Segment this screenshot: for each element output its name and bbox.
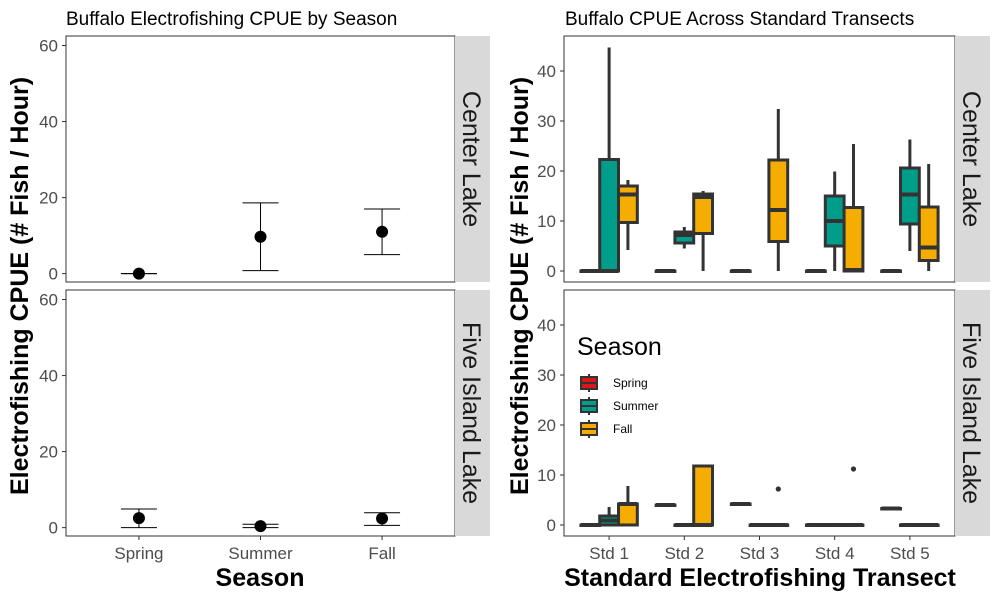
left-y-tick-label: 40 (39, 367, 58, 386)
left-y-tick-label: 40 (39, 113, 58, 132)
box-body (598, 158, 621, 273)
legend: Season Spring Summer Fall (577, 333, 662, 438)
left-y-tick-label: 20 (39, 189, 58, 208)
left-x-tick-label: Spring (114, 544, 163, 563)
right-x-tick-label: Std 2 (664, 544, 704, 563)
right-strip-top (955, 36, 990, 282)
right-strip-label-bottom: Five Island Lake (957, 322, 985, 504)
right-x-tick-label: Std 1 (589, 544, 629, 563)
left-y-tick-label: 60 (39, 291, 58, 310)
left-panel-bottom (65, 289, 456, 537)
left-strip-label-bottom: Five Island Lake (457, 322, 485, 504)
right-y-tick-label: 40 (537, 62, 556, 81)
left-strip-bottom (455, 290, 490, 536)
mean-point (376, 225, 389, 238)
right-y-tick-label: 10 (537, 212, 556, 231)
box-body (767, 158, 790, 243)
box-outlier (775, 486, 781, 492)
legend-label: Spring (613, 376, 648, 390)
right-y-tick-label: 10 (537, 466, 556, 485)
left-y-tick-label: 0 (49, 519, 58, 538)
left-y-tick-label: 0 (49, 265, 58, 284)
right-y-tick-label: 0 (547, 516, 556, 535)
right-y-tick-label: 40 (537, 316, 556, 335)
left-x-axis-title: Season (216, 564, 305, 592)
right-y-tick-label: 20 (537, 162, 556, 181)
mean-point (376, 512, 389, 525)
box-body (917, 205, 940, 262)
right-strip-bottom (955, 290, 990, 536)
left-x-tick-label: Summer (228, 544, 293, 563)
mean-point (254, 520, 267, 533)
box-outlier (850, 466, 857, 472)
right-panel-bottom (563, 289, 956, 537)
box-body (692, 192, 715, 235)
right-strip-label-top: Center Lake (957, 91, 985, 227)
right-chart-title: Buffalo CPUE Across Standard Transects (565, 9, 914, 30)
right-x-tick-label: Std 5 (890, 544, 930, 563)
left-y-axis-title: Electrofishing CPUE (# Fish / Hour) (6, 77, 34, 495)
right-y-tick-label: 30 (537, 112, 556, 131)
left-chart-marks: 0 20 40 60 0 20 40 60 Spring Summer Fall (39, 37, 401, 563)
right-x-tick-label: Std 3 (740, 544, 780, 563)
box-body (842, 206, 865, 273)
right-x-axis-title: Standard Electrofishing Transect (564, 564, 956, 592)
right-x-tick-label: Std 4 (815, 544, 855, 563)
left-chart-title: Buffalo Electrofishing CPUE by Season (66, 9, 397, 30)
right-y-tick-label: 20 (537, 416, 556, 435)
left-strip-label-top: Center Lake (457, 91, 485, 227)
left-y-tick-label: 20 (39, 443, 58, 462)
right-panel-top (563, 35, 956, 283)
mean-point (254, 230, 267, 243)
left-y-tick-label: 60 (39, 37, 58, 56)
right-y-axis-title: Electrofishing CPUE (# Fish / Hour) (506, 77, 534, 495)
right-chart-marks: 0 10 20 30 40 0 10 20 30 40 Std 1 Std 2 Std 3 Std 4 St… (537, 47, 940, 563)
box-body (692, 464, 715, 527)
left-strip-top (455, 36, 490, 282)
box-body (673, 230, 696, 245)
legend-keys: Spring Summer Fall (580, 374, 658, 438)
mean-point (132, 267, 145, 280)
box-body (617, 184, 639, 224)
mean-point (132, 512, 145, 525)
left-x-tick-label: Fall (368, 544, 395, 563)
box-body (617, 502, 639, 527)
right-y-tick-label: 0 (547, 262, 556, 281)
legend-label: Summer (613, 399, 658, 413)
legend-label: Fall (613, 422, 632, 436)
legend-title: Season (577, 333, 662, 361)
right-y-tick-label: 30 (537, 366, 556, 385)
